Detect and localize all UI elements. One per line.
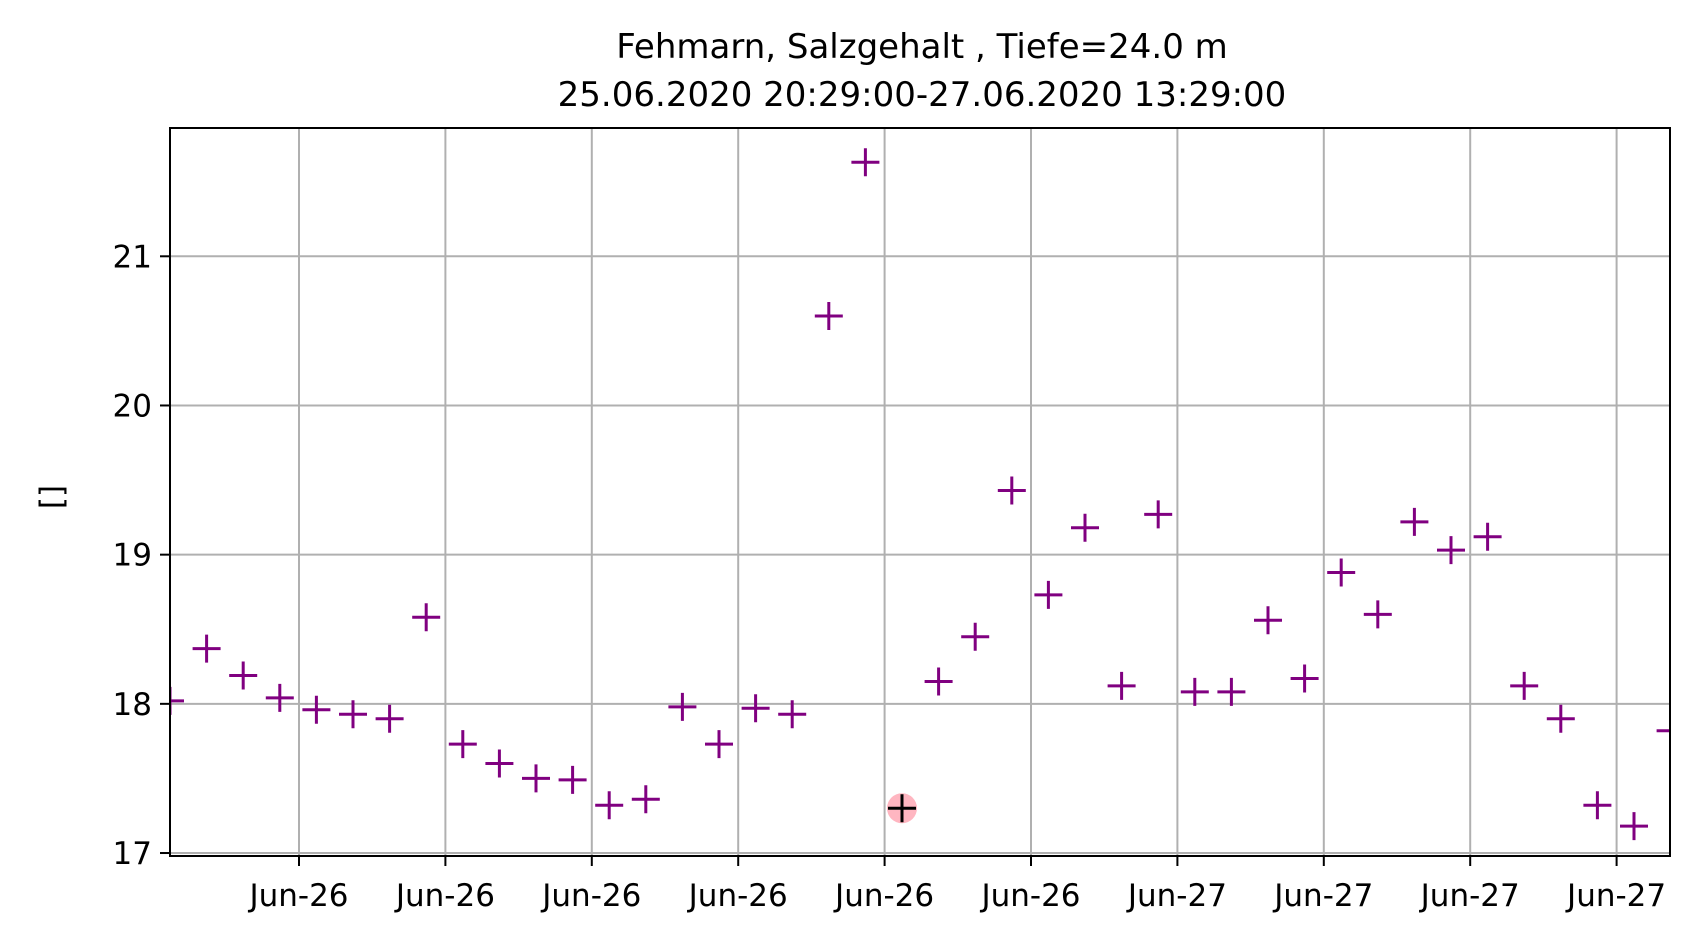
y-tick-label: 17 (113, 836, 152, 872)
data-point (778, 700, 807, 729)
x-tick-label: Jun-26 (979, 878, 1080, 914)
data-point (888, 794, 916, 823)
data-point (522, 764, 550, 793)
data-point (170, 686, 184, 715)
data-point (1620, 812, 1648, 841)
data-point (631, 785, 660, 814)
data-point (339, 700, 367, 729)
data-point (814, 301, 843, 330)
data-point (668, 692, 697, 721)
points-layer (170, 148, 1670, 841)
data-point (1034, 580, 1063, 609)
data-point (265, 683, 294, 712)
data-point (741, 694, 770, 723)
data-point (1144, 500, 1173, 529)
data-point (595, 791, 624, 820)
x-tick-label: Jun-27 (1272, 878, 1373, 914)
data-point (229, 661, 258, 690)
data-point (192, 634, 221, 663)
x-tick-label: Jun-27 (1126, 878, 1227, 914)
data-point (1107, 671, 1136, 700)
x-tick-label: Jun-26 (833, 878, 934, 914)
x-tick-label: Jun-26 (247, 878, 348, 914)
x-tick-label: Jun-27 (1565, 878, 1666, 914)
x-tick-label: Jun-26 (394, 878, 495, 914)
y-axis-label: [] (34, 485, 70, 509)
y-tick-label: 19 (113, 538, 152, 574)
data-point (558, 765, 587, 794)
data-point (997, 476, 1026, 505)
y-tick-label: 18 (113, 687, 152, 723)
data-point (705, 730, 733, 759)
data-point (851, 148, 880, 177)
data-point (1290, 664, 1319, 693)
data-point (1656, 716, 1670, 745)
y-tick-label: 21 (113, 239, 152, 275)
data-point (1180, 677, 1209, 706)
data-point (1510, 671, 1539, 700)
x-tick-label: Jun-26 (540, 878, 641, 914)
data-point (1546, 704, 1575, 733)
data-point (1437, 536, 1465, 565)
plot-frame (169, 127, 1671, 857)
grid-layer (170, 128, 1670, 856)
data-point (924, 667, 953, 696)
data-point (1217, 677, 1246, 706)
data-point (1254, 606, 1282, 635)
data-point (1400, 507, 1429, 536)
data-point (1327, 558, 1356, 587)
data-point (485, 749, 514, 778)
data-point (302, 695, 331, 724)
ticks-layer: 17 18 19 20 21 Jun-26 Jun-26 Jun-26 Jun-26 Jun-26… (113, 239, 1667, 914)
chart-subtitle: 25.06.2020 20:29:00-27.06.2020 13:29:00 (558, 75, 1287, 115)
data-point (448, 730, 477, 759)
chart-title: Fehmarn, Salzgehalt , Tiefe=24.0 m (616, 27, 1228, 67)
data-point (961, 622, 990, 651)
data-point (375, 704, 404, 733)
x-tick-label: Jun-26 (687, 878, 788, 914)
data-point (412, 603, 441, 632)
x-tick-label: Jun-27 (1419, 878, 1520, 914)
data-point (1583, 791, 1612, 820)
data-point (1363, 600, 1392, 629)
data-point (1071, 513, 1099, 542)
data-point (1473, 522, 1502, 551)
y-tick-label: 20 (113, 388, 152, 424)
